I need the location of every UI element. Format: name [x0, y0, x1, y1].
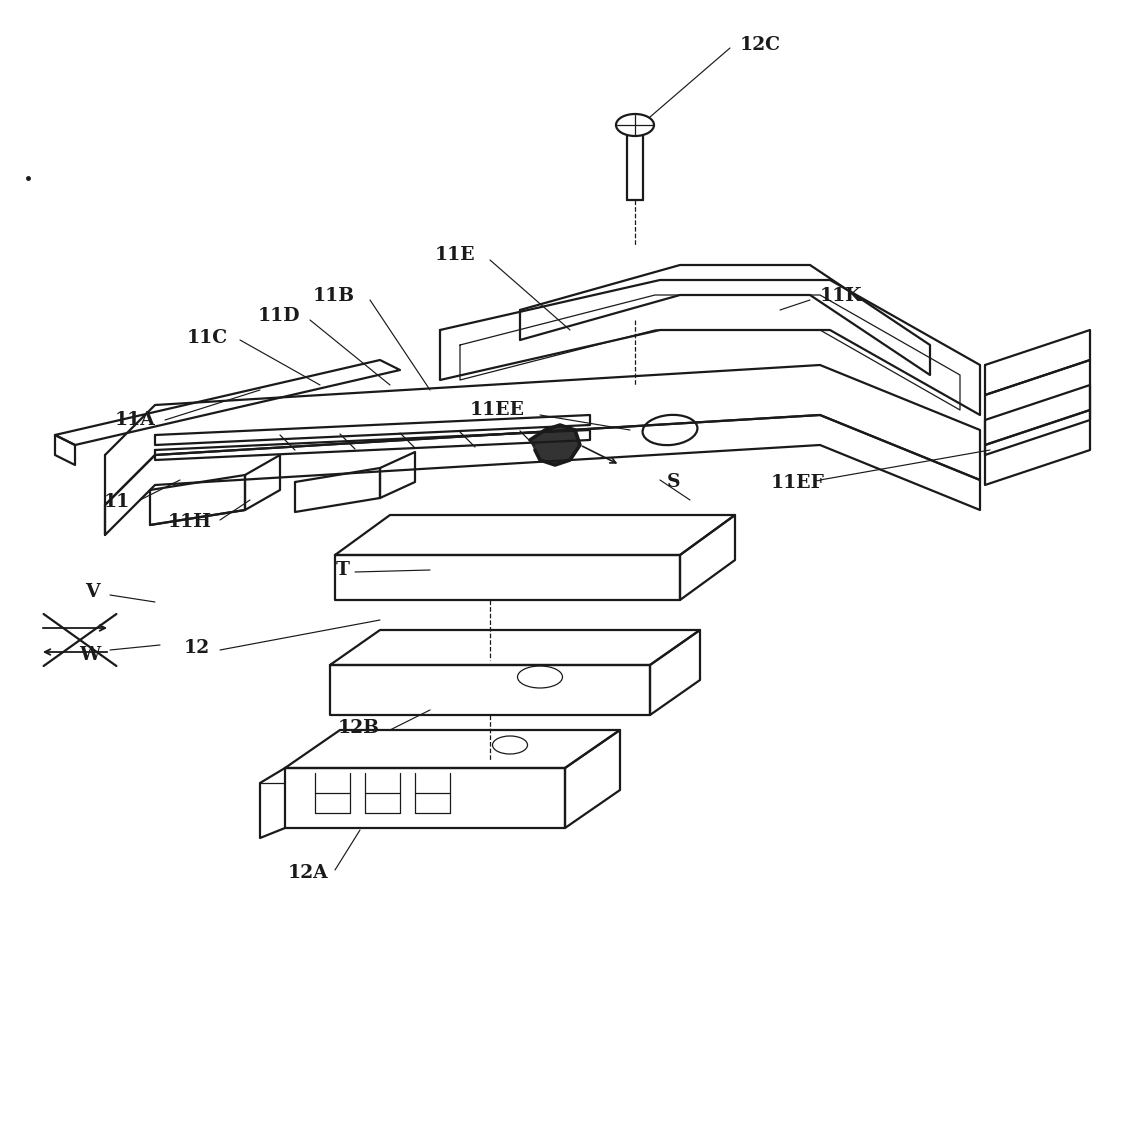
Text: W: W [79, 646, 100, 665]
Text: 11K: 11K [820, 287, 863, 304]
Text: 11C: 11C [187, 329, 228, 346]
Polygon shape [530, 425, 580, 465]
Text: T: T [336, 561, 350, 579]
Text: 11D: 11D [257, 307, 300, 325]
Text: S: S [667, 473, 680, 491]
Text: 11EF: 11EF [771, 474, 825, 492]
Text: 11: 11 [104, 493, 130, 511]
Text: 11B: 11B [314, 287, 355, 304]
Text: 11H: 11H [168, 513, 212, 531]
Text: V: V [85, 583, 100, 601]
Text: 11A: 11A [114, 411, 155, 429]
Text: 12B: 12B [338, 719, 380, 737]
Text: 12C: 12C [740, 36, 781, 55]
Text: 12: 12 [183, 640, 211, 657]
Text: 12A: 12A [288, 864, 328, 882]
Text: 11E: 11E [435, 247, 475, 264]
Text: 11EE: 11EE [470, 401, 525, 419]
